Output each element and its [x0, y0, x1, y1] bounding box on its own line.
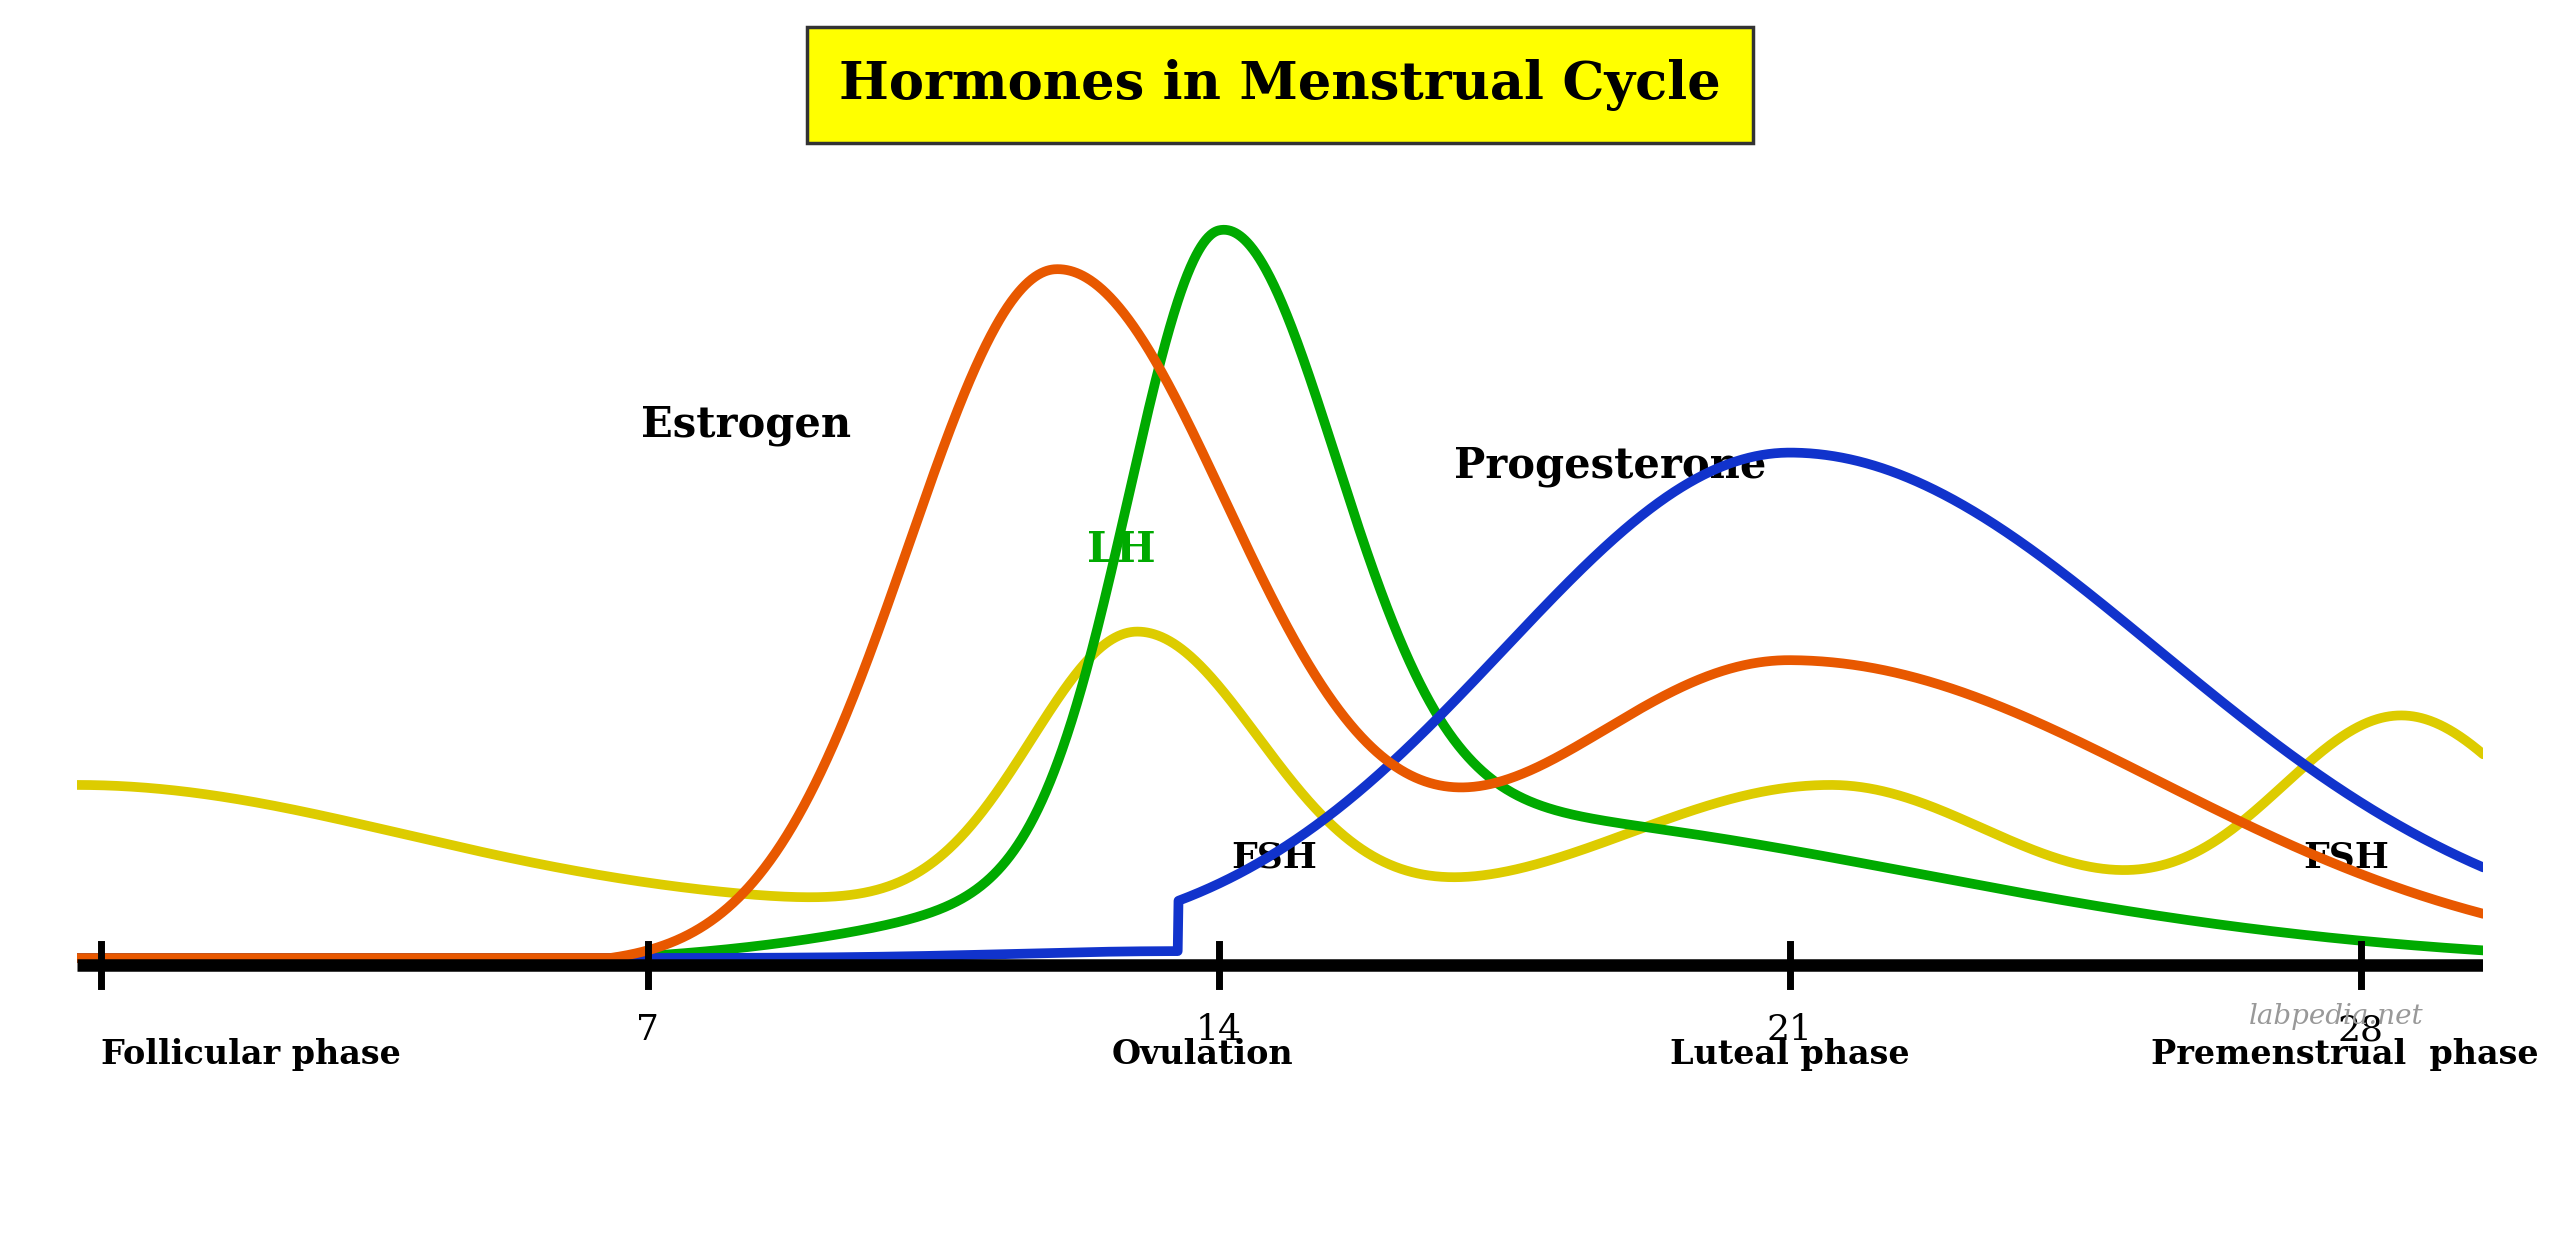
Text: FSH: FSH — [2304, 841, 2388, 874]
Text: 21: 21 — [1766, 1014, 1812, 1047]
Text: Progesterone: Progesterone — [1454, 445, 1766, 487]
Text: Follicular phase: Follicular phase — [102, 1038, 402, 1070]
Text: Premenstrual  phase: Premenstrual phase — [2150, 1038, 2540, 1070]
Text: 7: 7 — [637, 1014, 660, 1047]
Text: LH: LH — [1085, 529, 1155, 571]
Text: 28: 28 — [2337, 1014, 2383, 1047]
Text: Hormones in Menstrual Cycle: Hormones in Menstrual Cycle — [840, 59, 1720, 111]
Text: Ovulation: Ovulation — [1111, 1038, 1293, 1070]
Text: FSH: FSH — [1231, 841, 1316, 874]
Text: Estrogen: Estrogen — [640, 404, 850, 446]
Text: labpedia.net: labpedia.net — [2248, 1004, 2422, 1030]
Text: Luteal phase: Luteal phase — [1669, 1038, 1910, 1070]
Text: 14: 14 — [1196, 1014, 1242, 1047]
